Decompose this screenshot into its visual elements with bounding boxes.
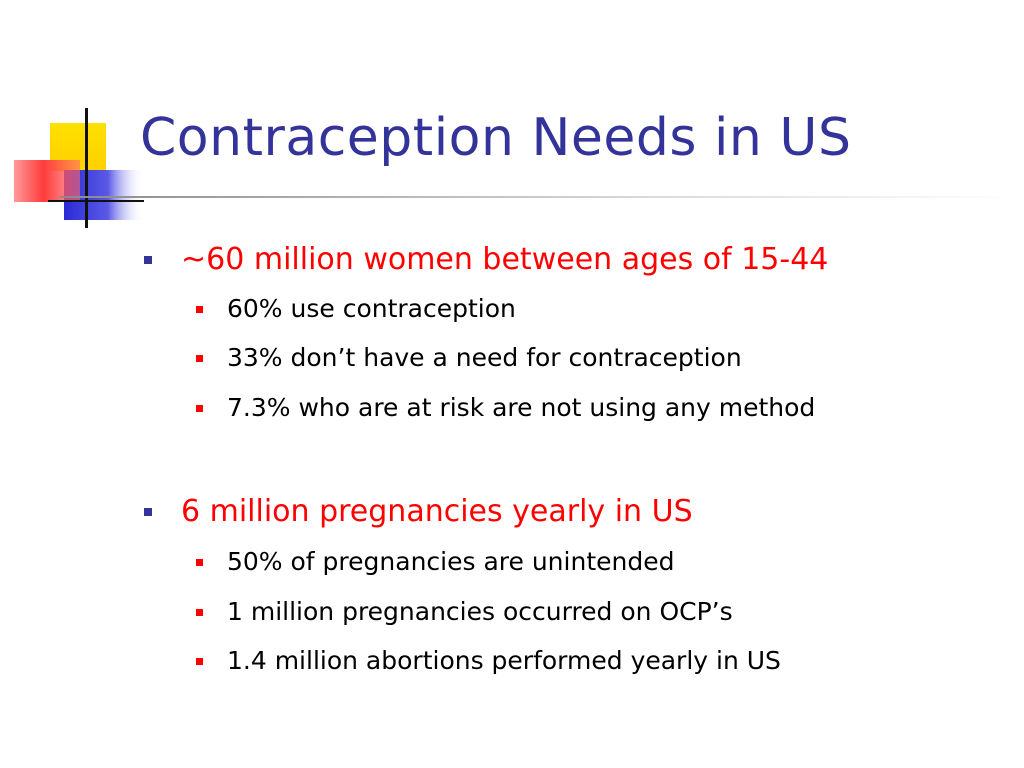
square-bullet-icon [144,256,152,264]
list-item-text: 7.3% who are at risk are not using any m… [227,393,816,422]
slide-logo-graphic [14,108,144,228]
square-bullet-icon [196,355,203,362]
section-heading: ~60 million women between ages of 15-44 [181,242,829,277]
square-bullet-icon [196,306,203,313]
slide-title: Contraception Needs in US [140,108,852,168]
list-item-text: 50% of pregnancies are unintended [227,547,675,576]
list-item-text: 60% use contraception [227,294,516,323]
square-bullet-icon [196,405,203,412]
square-bullet-icon [196,609,203,616]
square-bullet-icon [144,508,152,516]
logo-horizontal-line [48,200,144,202]
section-heading: 6 million pregnancies yearly in US [181,494,693,529]
list-item-text: 1.4 million abortions performed yearly i… [227,646,781,675]
square-bullet-icon [196,658,203,665]
title-underline [60,196,1020,198]
square-bullet-icon [196,559,203,566]
list-item-text: 33% don’t have a need for contraception [227,343,742,372]
list-item-text: 1 million pregnancies occurred on OCP’s [227,597,733,626]
logo-vertical-line [85,108,88,228]
logo-red-band [14,160,80,202]
